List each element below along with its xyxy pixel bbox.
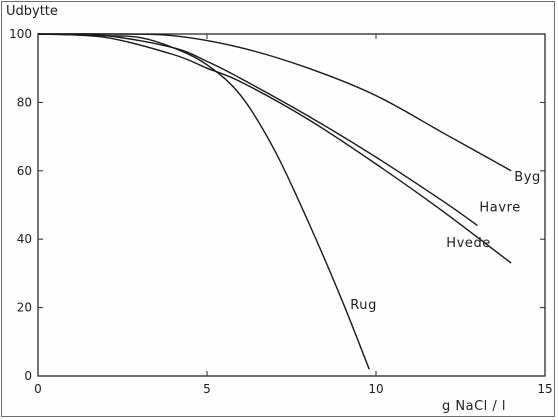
x-tick-label: 10 bbox=[368, 382, 383, 396]
series-line-hvede bbox=[37, 33, 512, 264]
data-point-hvede bbox=[173, 54, 174, 55]
data-point-havre bbox=[206, 61, 207, 62]
data-point-havre bbox=[443, 201, 444, 202]
data-point-byg bbox=[173, 35, 174, 36]
data-point-rug bbox=[105, 35, 106, 36]
data-point-hvede bbox=[206, 68, 207, 69]
data-point-havre bbox=[477, 225, 478, 226]
y-tick-label: 80 bbox=[17, 95, 32, 109]
series-line-rug bbox=[37, 33, 370, 370]
x-tick-label: 5 bbox=[203, 382, 211, 396]
data-point-rug bbox=[342, 300, 343, 301]
axes: 0 5 10 15 0 20 40 60 80 100 bbox=[9, 27, 553, 396]
x-axis-label: g NaCl / l bbox=[442, 399, 506, 414]
data-point-rug bbox=[274, 150, 275, 151]
y-axis-label: Udbytte bbox=[6, 4, 58, 19]
series-layer: Byg Havre Hvede Rug bbox=[37, 33, 541, 370]
data-point-rug bbox=[173, 47, 174, 48]
data-point-havre bbox=[308, 115, 309, 116]
x-tick-label: 15 bbox=[537, 382, 552, 396]
series-label-byg: Byg bbox=[514, 170, 541, 185]
data-point-hvede bbox=[511, 262, 512, 263]
series-label-hvede: Hvede bbox=[446, 236, 491, 251]
y-tick-label: 40 bbox=[17, 232, 32, 246]
data-point-rug bbox=[308, 221, 309, 222]
data-point-byg bbox=[511, 170, 512, 171]
y-tick-label: 0 bbox=[24, 369, 32, 383]
y-tick-label: 60 bbox=[17, 164, 32, 178]
data-point-byg bbox=[375, 95, 376, 96]
data-point-rug bbox=[206, 64, 207, 65]
data-point-byg bbox=[105, 33, 106, 34]
plot-border bbox=[37, 33, 546, 377]
data-point-hvede bbox=[308, 119, 309, 120]
data-point-hvede bbox=[443, 211, 444, 212]
data-point-hvede bbox=[105, 37, 106, 38]
data-point-rug bbox=[369, 368, 370, 369]
data-point-byg bbox=[240, 47, 241, 48]
y-tick-label: 20 bbox=[17, 301, 32, 315]
data-point-hvede bbox=[375, 163, 376, 164]
data-point-byg bbox=[308, 68, 309, 69]
data-point-rug bbox=[240, 95, 241, 96]
data-point-hvede bbox=[240, 81, 241, 82]
series-label-havre: Havre bbox=[479, 201, 521, 216]
series-line-havre bbox=[37, 33, 478, 227]
series-label-rug: Rug bbox=[350, 298, 377, 313]
x-tick-label: 0 bbox=[34, 382, 42, 396]
series-line-byg bbox=[37, 33, 512, 172]
y-tick-label: 100 bbox=[9, 27, 32, 41]
data-point-rug bbox=[139, 37, 140, 38]
data-point-byg bbox=[443, 132, 444, 133]
data-point-havre bbox=[375, 156, 376, 157]
data-point-rug bbox=[37, 33, 38, 34]
data-point-havre bbox=[240, 78, 241, 79]
